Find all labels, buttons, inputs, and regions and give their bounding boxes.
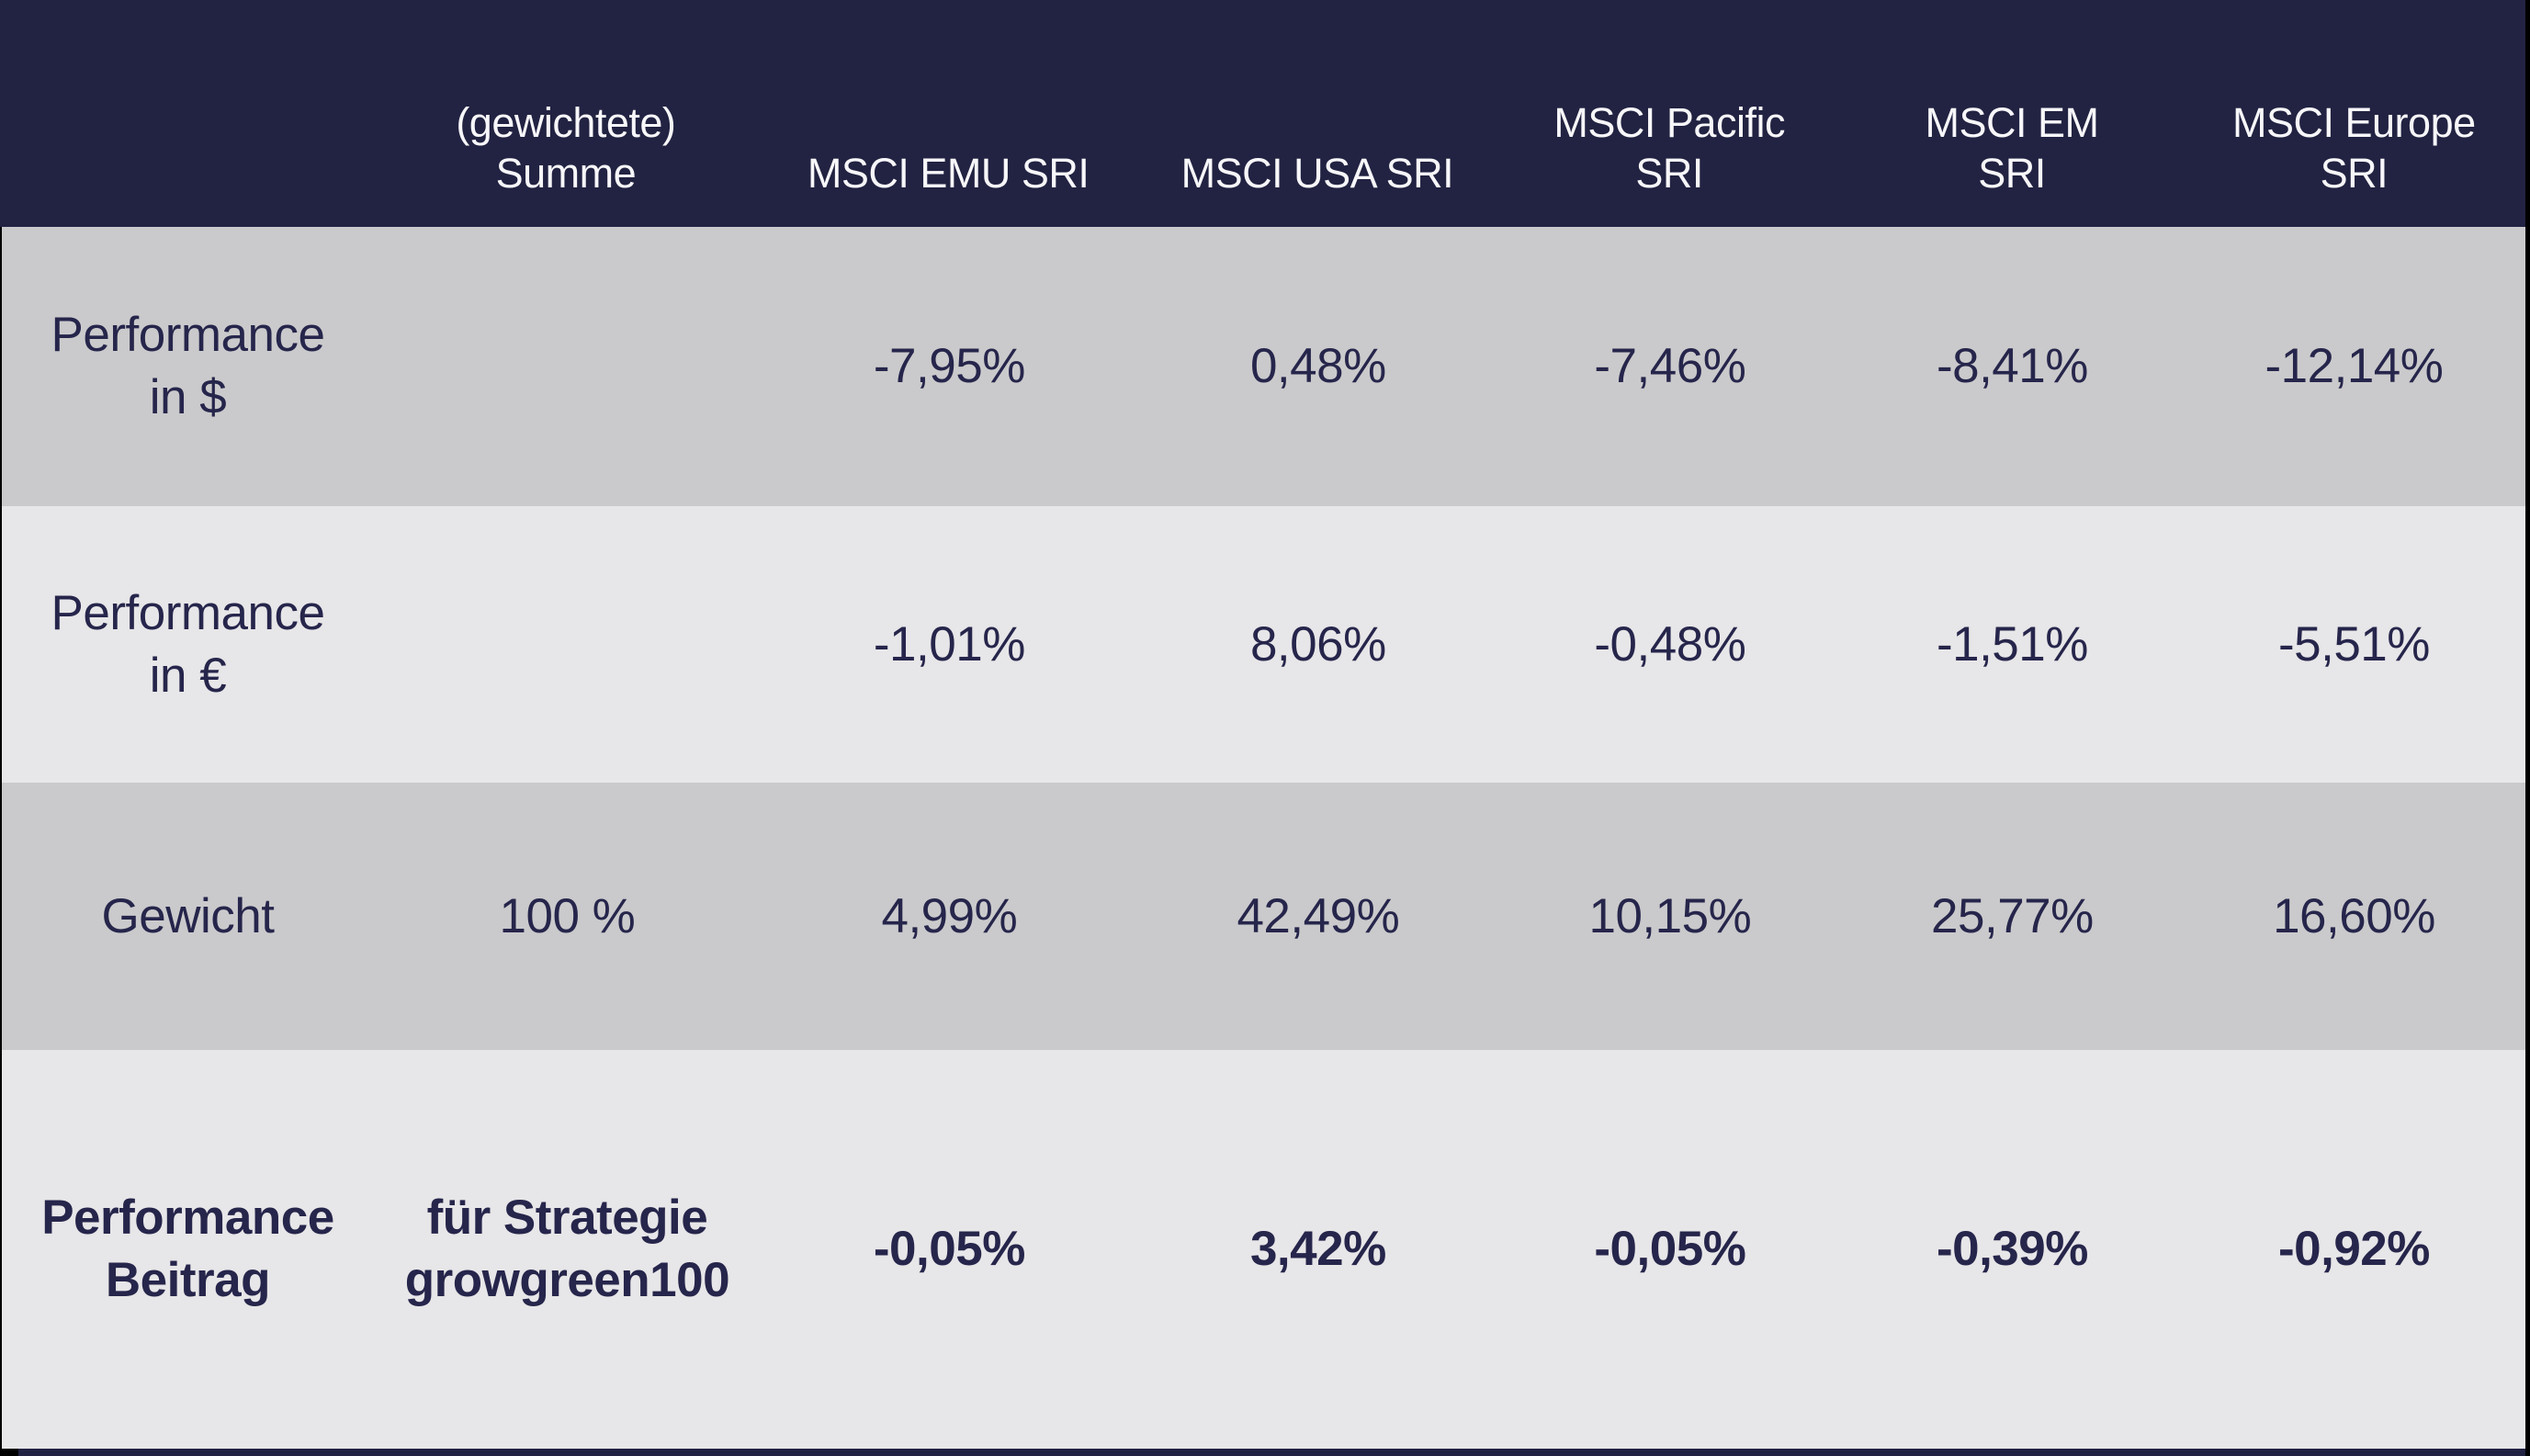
cell-value: -7,46%	[1594, 339, 1746, 394]
row-label: Performance in $	[51, 308, 325, 424]
cell-value: -5,51%	[2277, 616, 2430, 672]
cell-value: 8,06%	[1249, 616, 1386, 672]
cell-value: 0,48%	[1249, 339, 1386, 394]
header-cell-msci-em-sri: MSCI EM SRI	[1925, 99, 2100, 198]
header-cell-msci-pacific-sri: MSCI Pacific SRI	[1553, 99, 1785, 198]
table-header-row: (gewichtete) Summe MSCI EMU SRI MSCI USA…	[0, 0, 2525, 227]
cell-value	[374, 227, 761, 506]
cell-value: -7,95%	[873, 339, 1025, 394]
row-label: Performance in €	[51, 585, 325, 703]
cell-value: 4,99%	[881, 888, 1018, 943]
next-section-edge-bar	[18, 1449, 2525, 1456]
row-label: Performance Beitrag	[41, 1191, 334, 1307]
header-cell-gewichtete-summe: (gewichtete) Summe	[456, 99, 676, 198]
header-cell-msci-europe-sri: MSCI Europe SRI	[2232, 99, 2476, 198]
cell-value: 3,42%	[1249, 1222, 1386, 1277]
cell-value: für Strategie growgreen100	[404, 1191, 730, 1307]
cell-value: 100 %	[499, 888, 636, 943]
table-row-performance-beitrag: Performance Beitrag für Strategie growgr…	[2, 1050, 2525, 1449]
cell-value: -8,41%	[1936, 339, 2088, 394]
cell-value: -1,01%	[873, 616, 1025, 672]
table-body: Performance in $ -7,95% 0,48% -7,46% -8,…	[0, 227, 2525, 1449]
cell-value: 25,77%	[1931, 888, 2094, 943]
cell-value: 10,15%	[1588, 888, 1752, 943]
table-row-gewicht: Gewicht 100 % 4,99% 42,49% 10,15% 25,77%…	[2, 783, 2525, 1050]
table-row-performance-usd: Performance in $ -7,95% 0,48% -7,46% -8,…	[2, 227, 2525, 506]
cell-value	[374, 506, 761, 783]
table-row-performance-eur: Performance in € -1,01% 8,06% -0,48% -1,…	[2, 506, 2525, 783]
cell-value: -0,05%	[873, 1222, 1025, 1277]
cell-value: 16,60%	[2273, 888, 2435, 943]
header-cell-empty	[0, 0, 372, 227]
cell-value: -1,51%	[1936, 616, 2088, 672]
cell-value: 42,49%	[1237, 888, 1400, 943]
cell-value: -0,48%	[1594, 616, 1746, 672]
cell-value: -0,05%	[1594, 1222, 1746, 1277]
cell-value: -0,92%	[2277, 1222, 2430, 1277]
cell-value: -12,14%	[2265, 339, 2444, 394]
header-cell-msci-usa-sri: MSCI USA SRI	[1180, 150, 1454, 198]
row-label: Gewicht	[101, 888, 275, 943]
cell-value: -0,39%	[1936, 1222, 2088, 1277]
header-cell-msci-emu-sri: MSCI EMU SRI	[807, 150, 1090, 198]
